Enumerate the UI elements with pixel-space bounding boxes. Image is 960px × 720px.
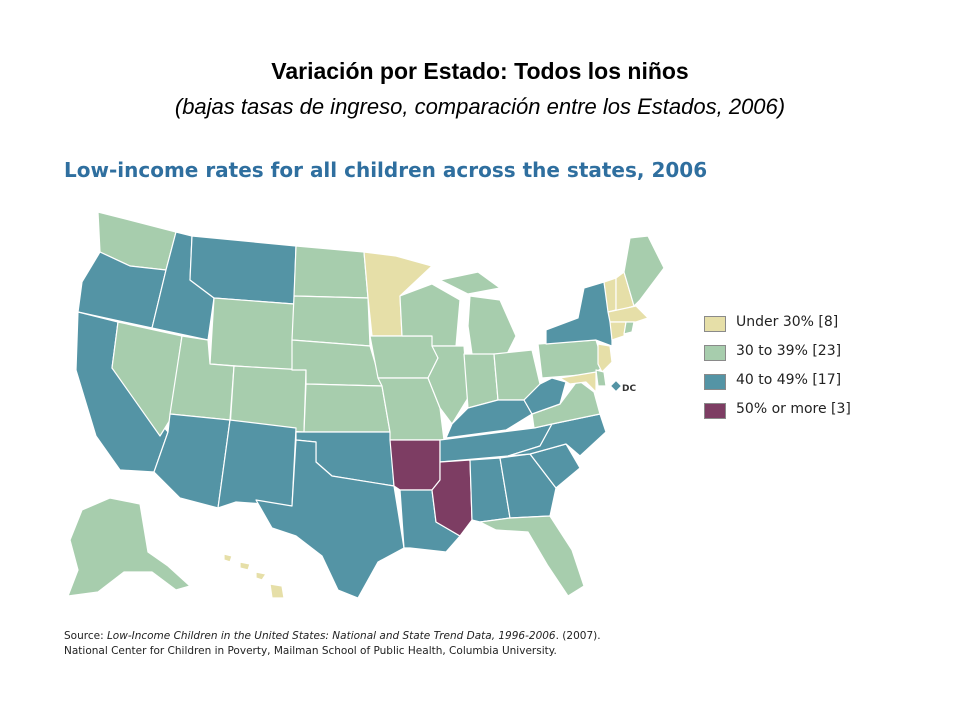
slide-subtitle: (bajas tasas de ingreso, comparación ent… <box>174 94 786 119</box>
source-prefix: Source: <box>64 630 107 642</box>
state-massachusetts <box>607 305 649 323</box>
state-nevada <box>111 321 183 437</box>
slide-title: Variación por Estado: Todos los niños <box>271 58 689 84</box>
legend-label-30-39: 30 to 39% [23] <box>736 343 842 359</box>
state-north-dakota <box>293 245 369 299</box>
state-rhode-island <box>623 321 635 335</box>
state-new-mexico <box>217 419 297 509</box>
legend-swatch-40-49 <box>704 374 726 390</box>
state-connecticut <box>609 321 627 341</box>
state-arkansas <box>389 439 441 491</box>
legend-label-50-plus: 50% or more [3] <box>736 401 851 417</box>
state-michigan <box>467 295 517 357</box>
legend-swatch-30-39 <box>704 345 726 361</box>
state-hawaii-2 <box>239 561 251 571</box>
state-nebraska <box>291 339 383 387</box>
source-note: Source: Low-Income Children in the Unite… <box>64 629 601 659</box>
state-texas <box>255 439 405 599</box>
source-suffix: . (2007). <box>555 630 601 642</box>
dc-marker <box>611 381 621 391</box>
source-title: Low-Income Children in the United States… <box>106 630 556 642</box>
legend-swatch-50-plus <box>704 403 726 419</box>
state-iowa <box>369 335 439 379</box>
state-kansas <box>303 383 391 433</box>
legend-label-40-49: 40 to 49% [17] <box>736 372 842 388</box>
state-hawaii-4 <box>269 583 285 599</box>
state-michigan-up <box>439 271 501 295</box>
state-wyoming <box>209 297 295 371</box>
state-maryland <box>559 371 597 393</box>
state-delaware <box>595 369 607 387</box>
state-new-jersey <box>597 343 613 373</box>
map-title: Low-income rates for all children across… <box>64 158 708 182</box>
source-line-2: National Center for Children in Poverty,… <box>64 645 557 657</box>
state-alaska <box>67 497 191 597</box>
dc-label: DC <box>622 384 637 394</box>
state-virginia <box>531 379 601 429</box>
state-south-dakota <box>291 295 371 347</box>
state-indiana <box>463 353 499 409</box>
state-hawaii-3 <box>255 571 267 581</box>
source-line-1: Source: Low-Income Children in the Unite… <box>64 629 601 644</box>
legend-label-under-30: Under 30% [8] <box>736 314 839 330</box>
legend-swatch-under-30 <box>704 316 726 332</box>
state-hawaii-1 <box>223 553 233 563</box>
state-new-york <box>545 281 613 347</box>
state-florida <box>479 515 585 597</box>
